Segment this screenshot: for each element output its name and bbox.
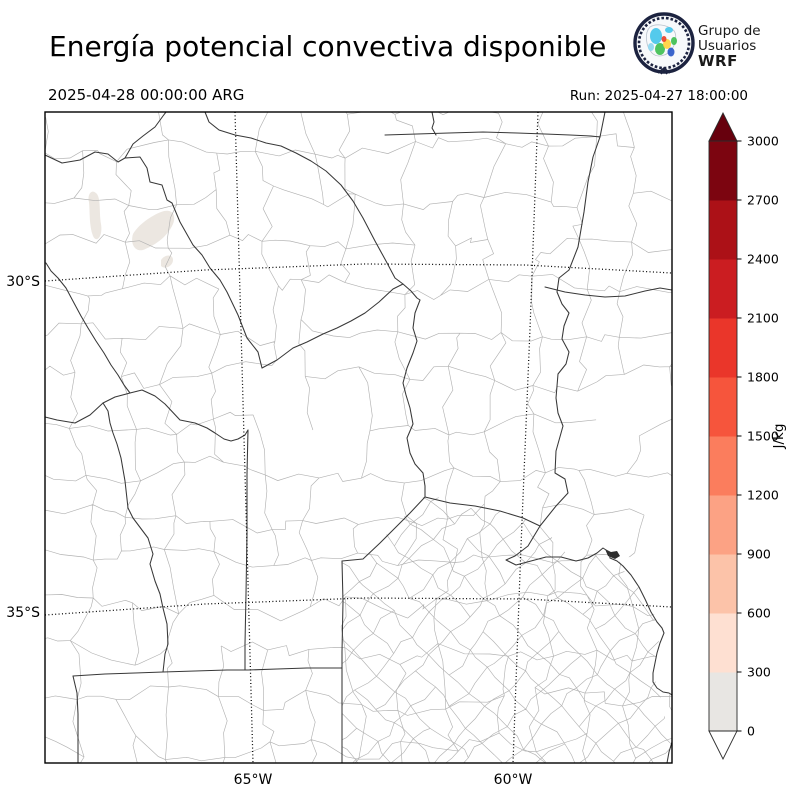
x-axis-tick-label: 60°W [494, 772, 533, 788]
colorbar-segment [709, 436, 737, 496]
department-boundaries-mesh [45, 112, 672, 763]
logo-line2: Usuarios [698, 38, 757, 54]
colorbar-segment [709, 200, 737, 260]
colorbar-segment [709, 377, 737, 437]
map-canvas: 30°S 35°S 65°W 60°W [6, 111, 673, 788]
seal-ring [633, 12, 695, 74]
logo-line1: Grupo de [698, 23, 761, 39]
radar-blobs [648, 27, 677, 57]
rio-de-la-plata-ocean [610, 555, 672, 695]
colorbar-tick-label: 1800 [747, 370, 779, 385]
colorbar-segment [709, 672, 737, 732]
colorbar-tick-label: 3000 [747, 134, 779, 149]
colorbar-tick-label: 600 [747, 606, 771, 621]
wrf-users-group-logo: Grupo de Usuarios WRF [632, 10, 800, 82]
colorbar-over-arrow [708, 111, 738, 142]
colorbar-segment [709, 318, 737, 378]
logo-text: Grupo de Usuarios WRF [698, 24, 761, 69]
colorbar-segment [709, 554, 737, 614]
colorbar-scale: 0 300 600 900 1200 1500 1800 2100 2400 2700 3000 J/… [708, 111, 787, 761]
colorbar-segment [709, 613, 737, 673]
colorbar-tick-label: 2700 [747, 193, 779, 208]
run-time-label: Run: 2025-04-27 18:00:00 [569, 88, 748, 104]
colorbar-tick-label: 1500 [747, 429, 779, 444]
colorbar-segment [709, 141, 737, 201]
map-frame [44, 111, 673, 764]
y-axis-tick-label: 30°S [6, 274, 40, 290]
colorbar-tick-label: 2100 [747, 311, 779, 326]
map-clip-group [45, 112, 672, 763]
colorbar-under-arrow [708, 730, 738, 761]
x-axis-tick-label: 65°W [234, 772, 273, 788]
valid-time-label: 2025-04-28 00:00:00 ARG [48, 86, 245, 104]
colorbar-tick-label: 1200 [747, 488, 779, 503]
graticule [45, 112, 672, 763]
y-axis-tick-label: 35°S [6, 605, 40, 621]
colorbar-segment [709, 259, 737, 319]
page-title: Energía potencial convectiva disponible [49, 30, 607, 63]
colorbar-segment [709, 495, 737, 555]
logo-line3: WRF [698, 52, 738, 70]
province-borders [45, 112, 672, 763]
colorbar-tick-label: 900 [747, 547, 771, 562]
cape-shading-patches [88, 191, 175, 268]
wreath-knot [657, 66, 671, 75]
colorbar-unit-label: J/kg [771, 424, 787, 450]
colorbar-tick-label: 300 [747, 665, 771, 680]
globe-seal-icon [633, 12, 695, 75]
colorbar-tick-label: 2400 [747, 252, 779, 267]
colorbar: 0 300 600 900 1200 1500 1800 2100 2400 2700 3000 J/… [708, 111, 787, 761]
colorbar-tick-label: 0 [747, 724, 755, 739]
